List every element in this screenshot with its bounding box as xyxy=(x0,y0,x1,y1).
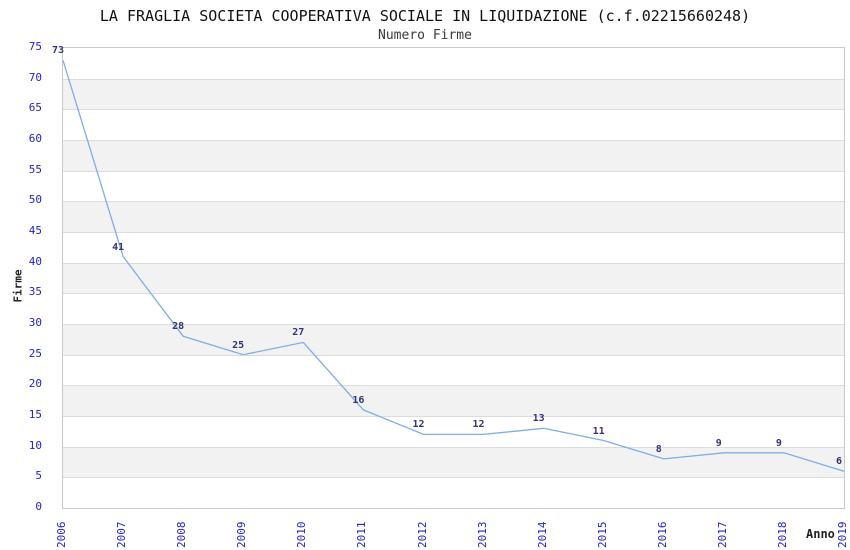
grid-band xyxy=(63,232,844,263)
grid-band xyxy=(63,416,844,447)
grid-band xyxy=(63,293,844,324)
data-label: 12 xyxy=(472,419,485,431)
grid-band xyxy=(63,201,844,232)
gridline xyxy=(63,232,844,233)
y-tick-label: 25 xyxy=(28,346,42,360)
data-label: 25 xyxy=(232,339,245,351)
data-label: 41 xyxy=(112,241,125,253)
y-axis-title: Firme xyxy=(11,269,25,303)
y-tick-label: 75 xyxy=(28,40,42,53)
chart-title: LA FRAGLIA SOCIETA COOPERATIVA SOCIALE I… xyxy=(99,7,751,25)
data-label: 9 xyxy=(715,437,722,449)
y-tick-label: 65 xyxy=(28,101,42,115)
x-axis-title: Anno xyxy=(806,527,835,541)
grid-band xyxy=(63,48,844,79)
data-label: 28 xyxy=(172,321,185,333)
data-label: 6 xyxy=(835,456,843,468)
grid-band xyxy=(63,446,844,478)
y-tick-label: 55 xyxy=(28,162,42,176)
gridline xyxy=(63,293,844,295)
grid-band xyxy=(63,78,844,110)
y-tick-label: 30 xyxy=(28,316,42,329)
x-tick-label: 2009 xyxy=(235,521,249,549)
grid-band xyxy=(63,477,844,508)
series-line-layer xyxy=(62,60,845,472)
y-tick-label: 35 xyxy=(28,285,42,299)
x-tick-label: 2010 xyxy=(295,521,309,549)
gridline xyxy=(63,385,844,387)
x-tick-label: 2007 xyxy=(115,521,129,549)
x-tick-label: 2014 xyxy=(535,521,549,549)
gridline xyxy=(63,109,844,111)
y-tick-label: 45 xyxy=(28,224,42,237)
gridline xyxy=(63,140,844,141)
gridline xyxy=(63,477,844,479)
data-label: 12 xyxy=(412,419,425,431)
data-label: 9 xyxy=(775,437,782,449)
x-tick-label: 2015 xyxy=(595,521,609,549)
gridline xyxy=(63,354,844,356)
grid-band xyxy=(63,140,844,171)
y-tick-label: 20 xyxy=(28,377,42,391)
data-label: 11 xyxy=(592,425,605,437)
x-tick-label: 2013 xyxy=(475,521,489,549)
gridline xyxy=(63,324,844,325)
gridline xyxy=(63,446,844,448)
gridline xyxy=(63,201,844,203)
data-label: 8 xyxy=(655,443,662,455)
x-tick-label: 2008 xyxy=(175,521,189,549)
y-tick-label: 15 xyxy=(28,408,42,421)
gridline xyxy=(63,262,844,264)
y-tick-label: 10 xyxy=(28,438,42,452)
plot-area xyxy=(62,47,845,509)
x-tick-label: 2017 xyxy=(715,521,729,549)
data-label: 13 xyxy=(532,413,545,425)
x-tick-label: 2019 xyxy=(836,521,849,549)
grid-band xyxy=(63,354,844,386)
gridline xyxy=(63,416,844,417)
grid-band xyxy=(63,262,844,294)
data-label: 16 xyxy=(352,394,365,406)
grid-band xyxy=(63,109,844,140)
x-tick-label: 2006 xyxy=(55,521,68,549)
gridline xyxy=(63,170,844,172)
y-tick-label: 50 xyxy=(28,193,42,207)
data-label: 27 xyxy=(292,327,305,339)
series-line xyxy=(62,60,845,472)
x-tick-label: 2018 xyxy=(775,521,789,549)
x-tick-label: 2011 xyxy=(355,521,369,549)
y-tick-label: 70 xyxy=(28,70,42,84)
chart-subtitle: Numero Firme xyxy=(378,28,472,43)
x-tick-label: 2012 xyxy=(415,521,429,549)
x-tick-label: 2016 xyxy=(655,521,669,549)
y-tick-label: 60 xyxy=(28,132,42,145)
data-label: 73 xyxy=(51,45,65,57)
y-tick-label: 5 xyxy=(35,469,42,483)
grid-band xyxy=(63,385,844,416)
y-tick-label: 40 xyxy=(28,254,42,268)
y-tick-label: 0 xyxy=(35,500,42,513)
gridline xyxy=(63,78,844,80)
grid-band xyxy=(63,170,844,202)
